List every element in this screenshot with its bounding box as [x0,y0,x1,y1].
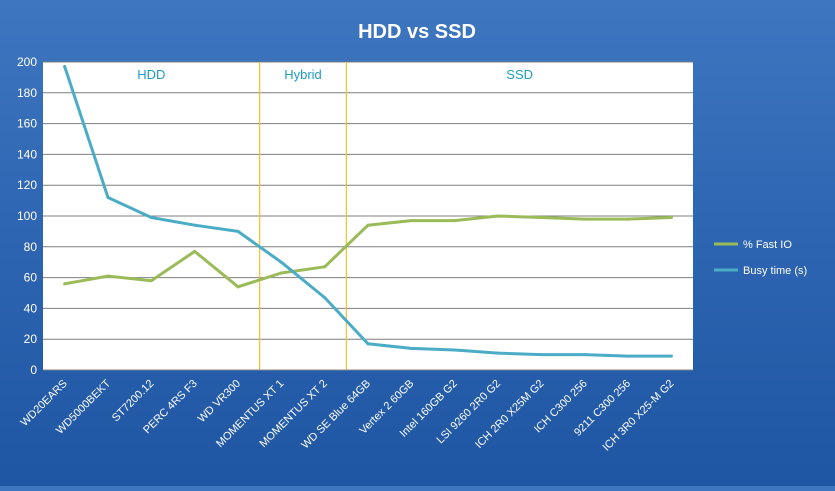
data-point [496,351,500,355]
data-point [236,285,240,289]
data-point [279,260,283,264]
region-dividers: HDD Hybrid SSD [137,62,533,370]
data-point [453,219,457,223]
y-tick-label: 0 [30,363,37,377]
y-tick-label: 160 [17,117,37,131]
y-tick-label: 140 [17,147,37,161]
y-tick-label: 60 [24,271,38,285]
y-tick-label: 180 [17,86,37,100]
data-point [366,342,370,346]
data-point [409,219,413,223]
y-tick-label: 120 [17,178,37,192]
data-point [149,216,153,220]
data-point [63,282,67,286]
data-point [193,249,197,253]
region-label: Hybrid [284,67,322,82]
y-tick-label: 40 [24,301,38,315]
data-point [496,214,500,218]
data-point [453,348,457,352]
data-point [626,217,630,221]
data-point [236,229,240,233]
x-tick-label: ST7200.12 [110,378,157,425]
data-point [669,216,673,220]
y-tick-label: 80 [24,240,38,254]
y-tick-label: 200 [17,55,37,69]
region-label: SSD [506,67,533,82]
region-label: HDD [137,67,165,82]
legend: % Fast IO Busy time (s) [714,239,807,277]
data-point [149,279,153,283]
y-axis: 0 20 40 60 80 100 120 140 160 180 200 [17,55,37,377]
y-tick-label: 100 [17,209,37,223]
x-tick-label: WD VR300 [196,378,243,425]
data-point [323,265,327,269]
data-point [106,274,110,278]
legend-label: % Fast IO [743,239,792,251]
legend-label: Busy time (s) [743,265,807,277]
y-tick-label: 20 [24,332,38,346]
data-point [106,196,110,200]
data-point [583,353,587,357]
data-point [539,216,543,220]
data-point [583,217,587,221]
data-point [279,271,283,275]
data-point [409,346,413,350]
data-point [323,296,327,300]
grid-lines [43,61,693,371]
data-point [669,354,673,358]
chart-title: HDD vs SSD [358,21,476,43]
data-point [63,65,67,69]
data-point [193,223,197,227]
data-point [539,353,543,357]
series [63,65,673,358]
data-point [366,223,370,227]
data-point [626,354,630,358]
